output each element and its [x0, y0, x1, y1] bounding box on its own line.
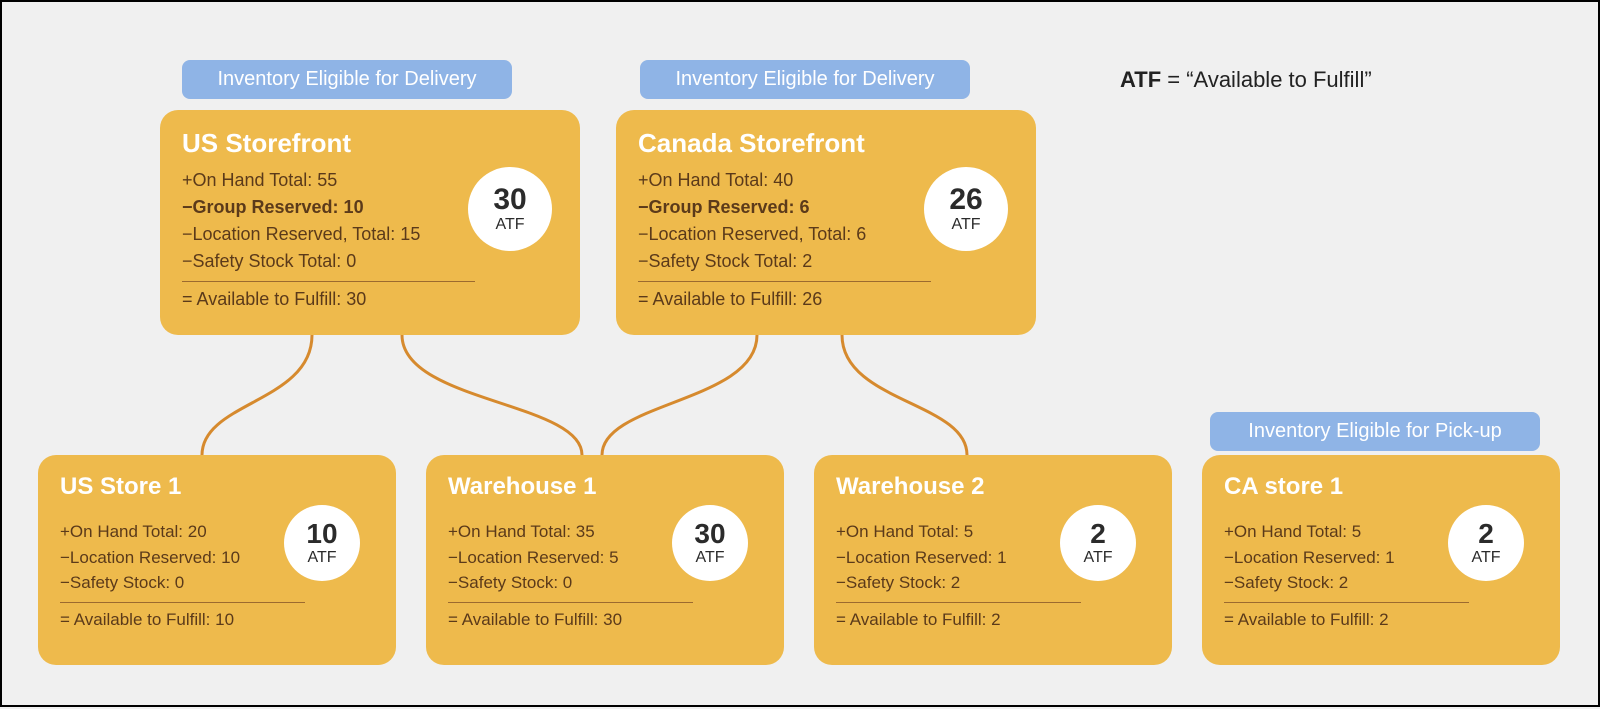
divider [60, 602, 305, 603]
card-title: US Storefront [182, 128, 558, 159]
divider [638, 281, 931, 282]
atf-value: 10 [306, 520, 337, 548]
divider [1224, 602, 1469, 603]
atf-legend-sep: = [1161, 67, 1186, 92]
atf-badge: 30 ATF [468, 167, 552, 251]
card-us-storefront: US Storefront +On Hand Total: 55−Group R… [160, 110, 580, 335]
atf-label: ATF [1471, 550, 1500, 566]
atf-legend-def: “Available to Fulfill” [1186, 67, 1371, 92]
card-ca-store-1: CA store 1 +On Hand Total: 5−Location Re… [1202, 455, 1560, 665]
atf-badge: 2 ATF [1448, 505, 1524, 581]
card-title: Warehouse 2 [836, 473, 1150, 501]
connector [842, 335, 967, 455]
atf-badge: 10 ATF [284, 505, 360, 581]
atf-value: 2 [1090, 520, 1106, 548]
card-canada-storefront: Canada Storefront +On Hand Total: 40−Gro… [616, 110, 1036, 335]
atf-value: 30 [694, 520, 725, 548]
atf-label: ATF [695, 550, 724, 566]
card-title: Canada Storefront [638, 128, 1014, 159]
result-line: = Available to Fulfill: 2 [836, 607, 1150, 633]
card-us-store-1: US Store 1 +On Hand Total: 20−Location R… [38, 455, 396, 665]
card-title: US Store 1 [60, 473, 374, 501]
result-line: = Available to Fulfill: 26 [638, 286, 1014, 313]
atf-label: ATF [951, 217, 980, 233]
atf-value: 30 [493, 185, 526, 215]
card-warehouse-1: Warehouse 1 +On Hand Total: 35−Location … [426, 455, 784, 665]
atf-legend: ATF = “Available to Fulfill” [1120, 67, 1372, 93]
connector [202, 335, 312, 455]
result-line: = Available to Fulfill: 30 [448, 607, 762, 633]
atf-label: ATF [1083, 550, 1112, 566]
result-line: = Available to Fulfill: 30 [182, 286, 558, 313]
result-line: = Available to Fulfill: 10 [60, 607, 374, 633]
stat-line: −Safety Stock Total: 0 [182, 248, 558, 275]
atf-value: 2 [1478, 520, 1494, 548]
pill-pickup: Inventory Eligible for Pick-up [1210, 412, 1540, 451]
result-line: = Available to Fulfill: 2 [1224, 607, 1538, 633]
card-warehouse-2: Warehouse 2 +On Hand Total: 5−Location R… [814, 455, 1172, 665]
atf-badge: 26 ATF [924, 167, 1008, 251]
pill-canada-delivery: Inventory Eligible for Delivery [640, 60, 970, 99]
divider [836, 602, 1081, 603]
connector [602, 335, 757, 455]
atf-badge: 30 ATF [672, 505, 748, 581]
divider [448, 602, 693, 603]
stat-line: −Safety Stock Total: 2 [638, 248, 1014, 275]
card-title: Warehouse 1 [448, 473, 762, 501]
atf-label: ATF [307, 550, 336, 566]
atf-legend-abbr: ATF [1120, 67, 1161, 92]
card-title: CA store 1 [1224, 473, 1538, 501]
pill-us-delivery: Inventory Eligible for Delivery [182, 60, 512, 99]
atf-badge: 2 ATF [1060, 505, 1136, 581]
connector [402, 335, 582, 455]
divider [182, 281, 475, 282]
atf-label: ATF [495, 217, 524, 233]
atf-value: 26 [949, 185, 982, 215]
